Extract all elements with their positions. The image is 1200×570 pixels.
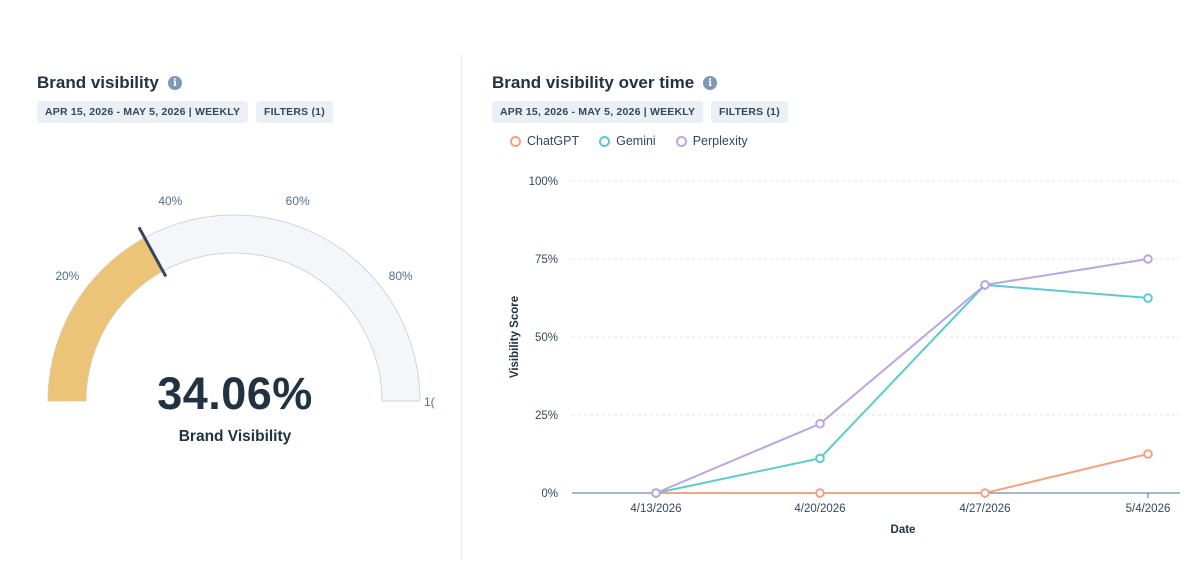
brand-visibility-card: Brand visibility i APR 15, 2026 - MAY 5,… (0, 0, 461, 570)
legend-item-gemini[interactable]: Gemini (599, 134, 656, 148)
gauge-needle (137, 226, 168, 278)
gauge-tick-label: 60% (286, 194, 310, 208)
legend-item-chatgpt[interactable]: ChatGPT (510, 134, 579, 148)
filters-tag[interactable]: FILTERS (1) (256, 101, 333, 123)
panel-divider (461, 55, 462, 560)
gauge-value: 34.06% (157, 368, 313, 419)
legend-item-perplexity[interactable]: Perplexity (675, 134, 748, 148)
data-point-gemini[interactable] (1143, 293, 1153, 303)
series-line-chatgpt (656, 453, 1149, 494)
chart-legend: ChatGPT Gemini Perplexity (510, 134, 748, 148)
y-tick-label: 75% (535, 254, 558, 266)
series-line-gemini (655, 283, 1149, 494)
gauge-chart: 20% 40% 60% 80% 1( (47, 194, 435, 409)
legend-marker (599, 135, 611, 147)
card-title: Brand visibility i (37, 73, 182, 93)
date-range-tag[interactable]: APR 15, 2026 - MAY 5, 2026 | WEEKLY (37, 101, 249, 123)
legend-label: Gemini (616, 134, 656, 148)
data-point-chatgpt[interactable] (815, 488, 825, 498)
gauge-tick-label: 1( (424, 395, 435, 409)
gauge-tick-label: 40% (158, 194, 182, 208)
data-point-gemini[interactable] (815, 453, 825, 464)
card-title-text: Brand visibility (37, 73, 159, 92)
y-tick-label: 100% (529, 176, 558, 188)
filters-tag[interactable]: FILTERS (1) (711, 101, 788, 123)
x-tick-label: 4/13/2026 (630, 503, 681, 515)
y-axis-title: Visibility Score (509, 296, 521, 378)
legend-marker (510, 135, 521, 147)
y-tick-label: 50% (535, 332, 558, 344)
x-tick-label: 4/20/2026 (794, 503, 845, 515)
data-point-chatgpt[interactable] (980, 488, 990, 498)
legend-label: ChatGPT (527, 134, 580, 148)
card-title: Brand visibility over time i (492, 73, 718, 93)
gauge-tick-label: 80% (389, 269, 413, 283)
date-range-tag[interactable]: APR 15, 2026 - MAY 5, 2026 | WEEKLY (492, 101, 704, 123)
data-point-chatgpt[interactable] (1143, 449, 1153, 459)
gauge-tick-label: 20% (55, 269, 79, 283)
gauge-fill (48, 237, 163, 401)
y-tick-label: 0% (541, 488, 558, 500)
info-icon[interactable]: i (167, 76, 182, 90)
x-axis-title: Date (891, 524, 916, 536)
x-tick-label: 5/4/2026 (1126, 503, 1171, 515)
data-point-perplexity[interactable] (980, 280, 990, 290)
gauge-caption: Brand Visibility (178, 428, 292, 445)
legend-label: Perplexity (692, 134, 748, 148)
data-point-perplexity[interactable] (1143, 254, 1153, 264)
series-line-perplexity (655, 258, 1149, 494)
y-tick-label: 25% (535, 410, 558, 422)
data-point-perplexity[interactable] (651, 488, 661, 498)
data-point-perplexity[interactable] (815, 418, 825, 429)
legend-marker (675, 135, 687, 147)
x-tick-label: 4/27/2026 (959, 503, 1010, 515)
card-title-text: Brand visibility over time (492, 73, 695, 92)
info-icon[interactable]: i (703, 76, 718, 90)
